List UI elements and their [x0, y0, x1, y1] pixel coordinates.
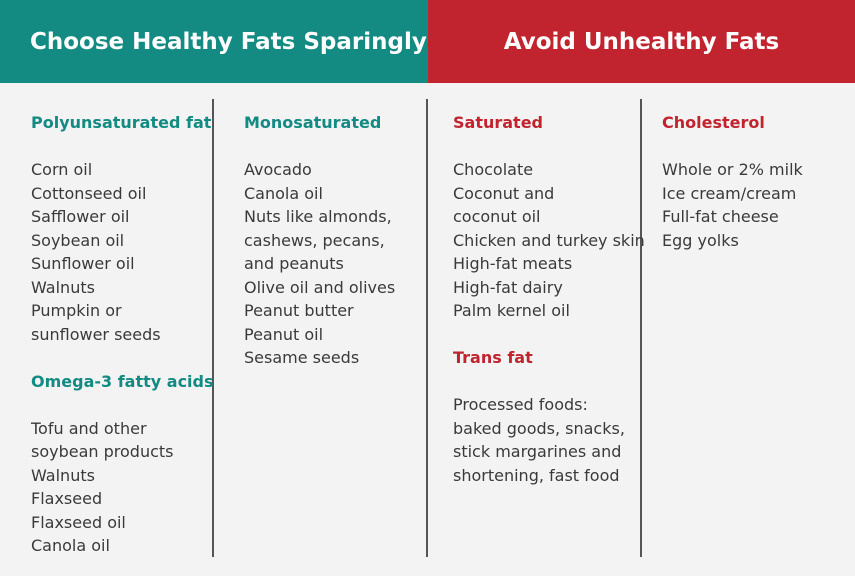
section-title-polyunsaturated: Polyunsaturated fat — [31, 113, 212, 132]
list-item: High-fat meats — [453, 254, 573, 273]
column-monosaturated: Monosaturated Avocado Canola oil Nuts li… — [244, 111, 395, 370]
list-item: Corn oil — [31, 160, 93, 179]
list-item: Sunflower oil — [31, 254, 135, 273]
list-item: baked goods, snacks, — [453, 418, 625, 438]
list-item: Olive oil and olives — [244, 277, 396, 297]
list-item: Canola oil — [31, 536, 110, 555]
list-item: Canola oil — [244, 183, 323, 203]
list-item: Pumpkin or — [31, 301, 122, 320]
header-healthy-fats-title: Choose Healthy Fats Sparingly — [30, 28, 427, 55]
column-divider-2 — [426, 99, 428, 557]
list-item: Cottonseed oil — [31, 183, 147, 203]
list-item: Ice cream/cream — [662, 183, 797, 203]
list-item: Processed foods: — [453, 395, 588, 414]
section-title-monosaturated: Monosaturated — [244, 113, 382, 132]
list-item: shortening, fast food — [453, 465, 620, 485]
list-item: Avocado — [244, 160, 312, 179]
list-item: Chocolate — [453, 160, 534, 179]
section-title-cholesterol: Cholesterol — [662, 113, 765, 132]
list-item: Soybean oil — [31, 230, 125, 250]
column-divider-3 — [640, 99, 642, 557]
section-title-saturated: Saturated — [453, 113, 543, 132]
section-title-omega-3: Omega-3 fatty acids — [31, 371, 214, 391]
list-item: Tofu and other — [31, 418, 147, 438]
list-item: and peanuts — [244, 254, 344, 273]
list-item: soybean products — [31, 442, 174, 461]
list-omega-3: Tofu and other soybean products Walnuts … — [31, 417, 214, 558]
column-saturated: Saturated Chocolate Coconut and coconut … — [453, 111, 645, 487]
list-trans-fat: Processed foods: baked goods, snacks, st… — [453, 393, 645, 487]
list-item: Walnuts — [31, 277, 95, 297]
list-item: Walnuts — [31, 465, 95, 485]
list-item: Full-fat cheese — [662, 207, 779, 226]
list-item: Coconut and — [453, 183, 555, 203]
header-unhealthy-fats-title: Avoid Unhealthy Fats — [503, 28, 780, 55]
list-item: cashews, pecans, — [244, 230, 385, 250]
header-unhealthy-fats: Avoid Unhealthy Fats — [428, 0, 855, 83]
list-item: sunflower seeds — [31, 324, 161, 344]
list-item: Flaxseed oil — [31, 512, 126, 532]
list-item: Chicken and turkey skin — [453, 230, 645, 250]
section-title-trans-fat: Trans fat — [453, 348, 533, 367]
list-item: Palm kernel oil — [453, 301, 570, 320]
list-saturated: Chocolate Coconut and coconut oil Chicke… — [453, 158, 645, 323]
list-item: Sesame seeds — [244, 348, 360, 367]
list-cholesterol: Whole or 2% milk Ice cream/cream Full-fa… — [662, 158, 803, 252]
list-item: Peanut butter — [244, 301, 354, 320]
list-item: High-fat dairy — [453, 277, 563, 297]
list-item: Peanut oil — [244, 324, 324, 344]
column-polyunsaturated: Polyunsaturated fat Corn oil Cottonseed … — [31, 111, 214, 558]
list-monosaturated: Avocado Canola oil Nuts like almonds, ca… — [244, 158, 395, 370]
list-item: Safflower oil — [31, 207, 130, 226]
list-polyunsaturated: Corn oil Cottonseed oil Safflower oil So… — [31, 158, 214, 346]
column-cholesterol: Cholesterol Whole or 2% milk Ice cream/c… — [662, 111, 803, 252]
list-item: Nuts like almonds, — [244, 207, 392, 226]
header-healthy-fats: Choose Healthy Fats Sparingly — [0, 0, 428, 83]
list-item: Egg yolks — [662, 230, 739, 250]
list-item: stick margarines and — [453, 442, 622, 461]
list-item: coconut oil — [453, 207, 541, 226]
list-item: Flaxseed — [31, 489, 103, 508]
column-divider-1 — [212, 99, 214, 557]
list-item: Whole or 2% milk — [662, 160, 803, 179]
